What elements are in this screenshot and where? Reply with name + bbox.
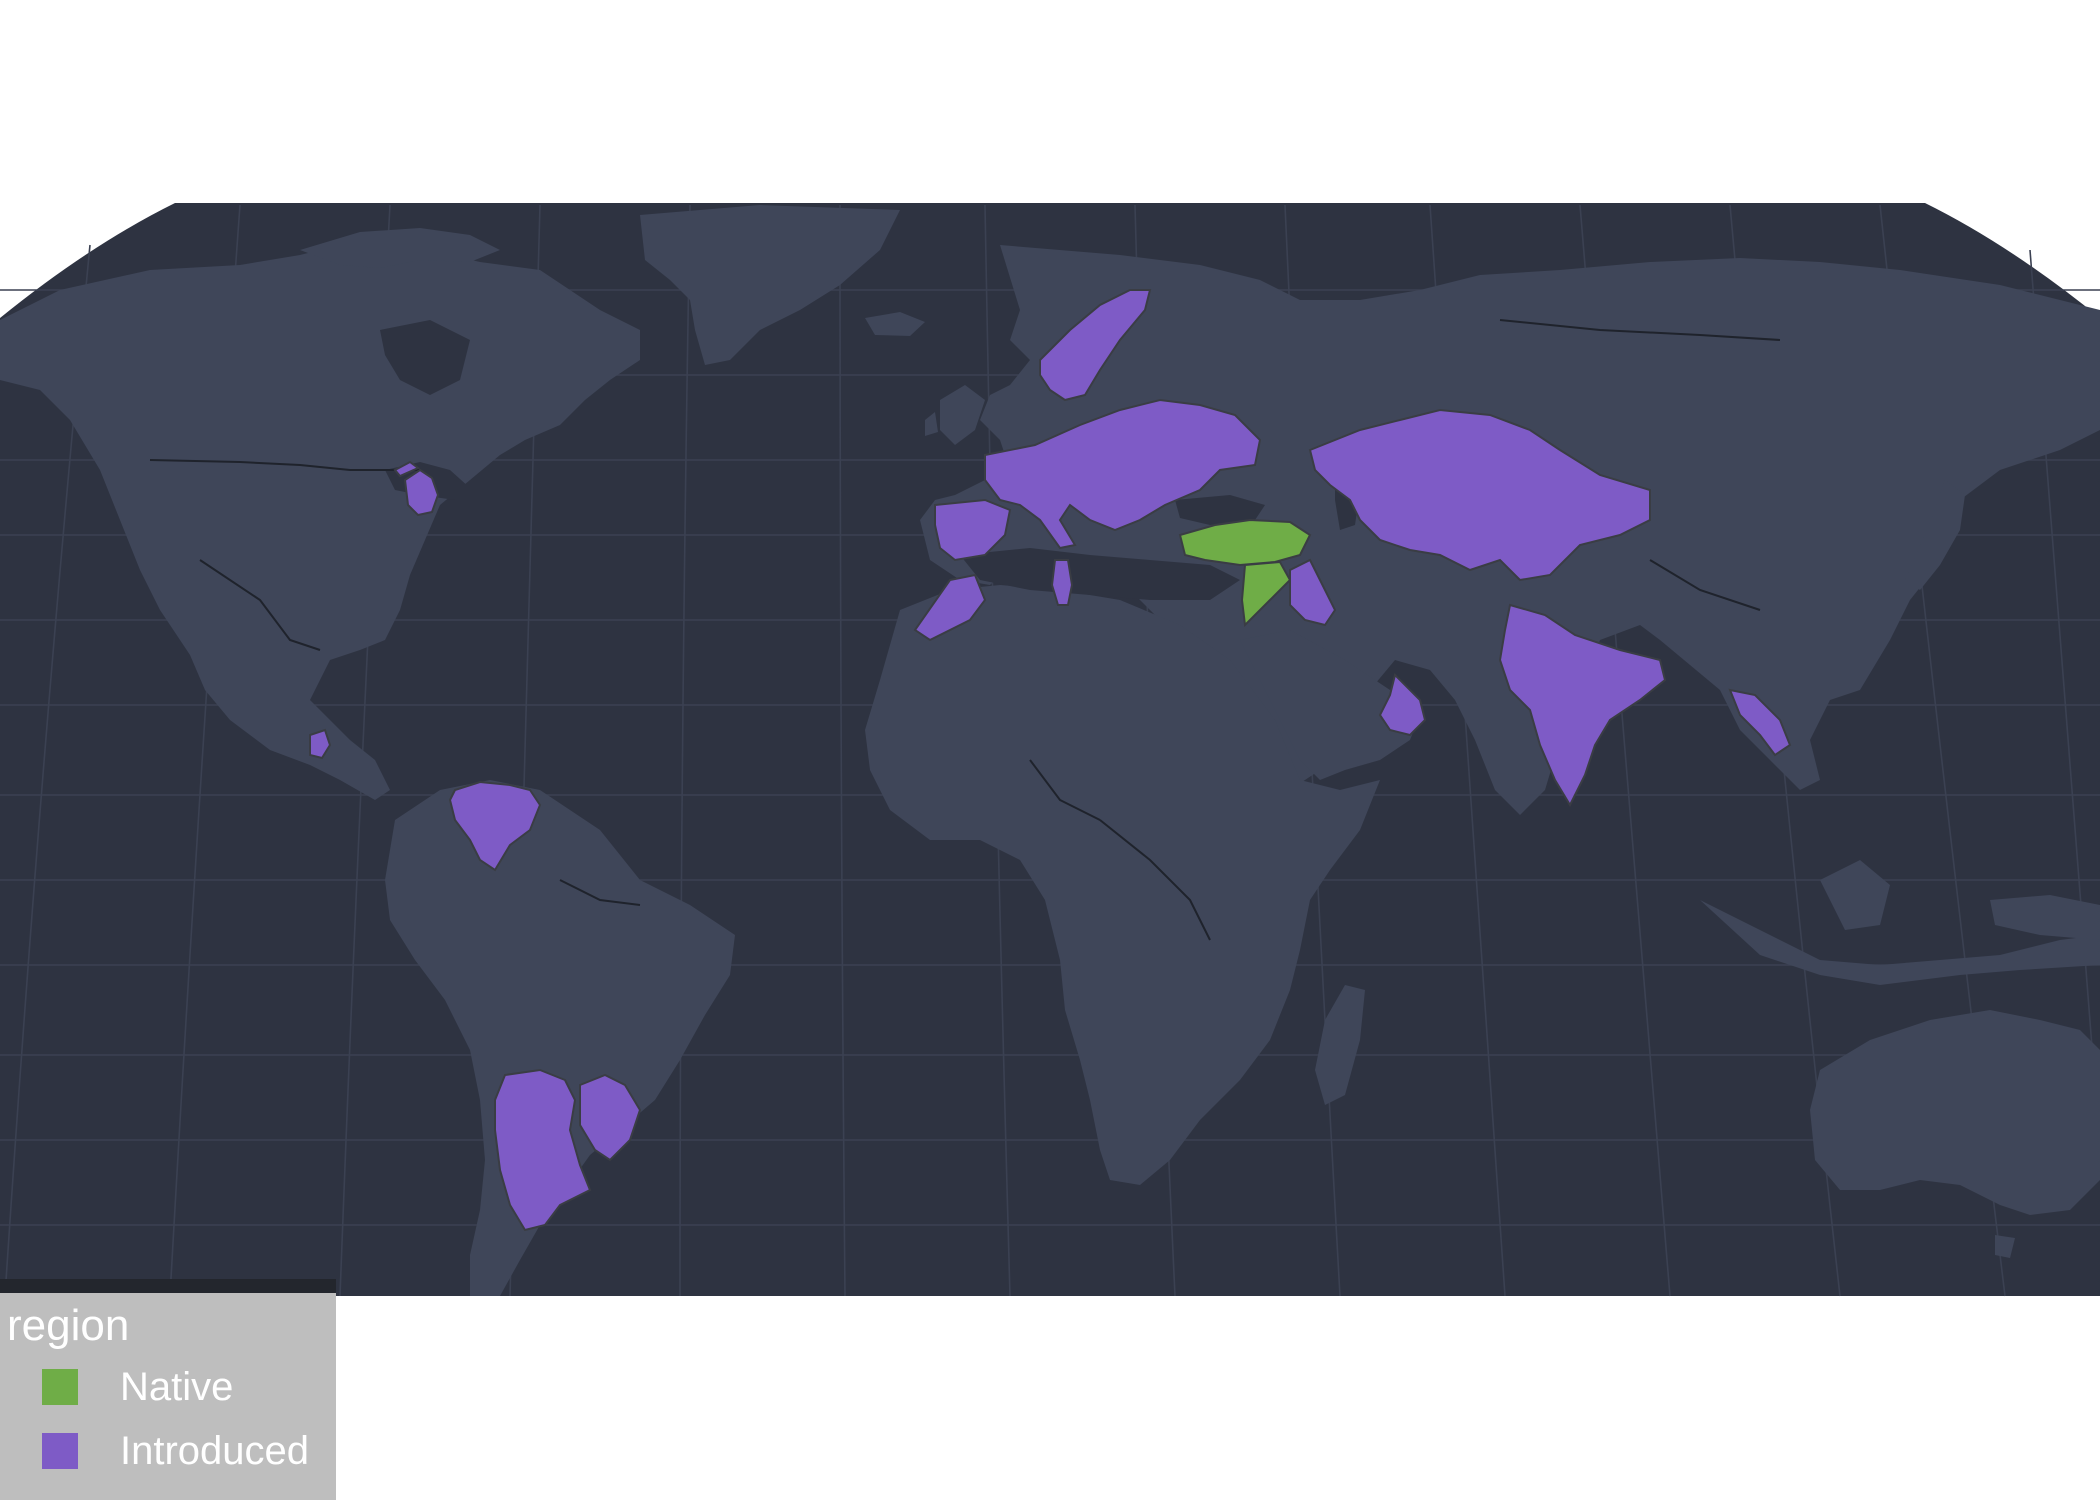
arabia (1240, 630, 1420, 780)
region-central-asia (1308, 408, 1651, 582)
iceland (865, 312, 925, 336)
greenland (640, 205, 900, 365)
legend-top-bar (0, 1279, 336, 1293)
native-regions (1178, 518, 1312, 628)
country-borders (149, 319, 1781, 941)
region-michigan (393, 460, 440, 517)
introduced-regions (309, 289, 1792, 1232)
region-europe-central (984, 398, 1262, 550)
legend-label-introduced: Introduced (120, 1429, 310, 1473)
legend-label-native: Native (120, 1365, 234, 1409)
hudson-bay (380, 320, 470, 395)
region-oman (1378, 673, 1427, 737)
region-morocco (913, 573, 987, 642)
region-iberia (934, 498, 1012, 562)
region-laos (1728, 688, 1792, 757)
region-iraq (1289, 558, 1337, 627)
australia (1810, 1010, 2100, 1215)
madagascar (1315, 985, 1365, 1105)
region-india (1498, 603, 1667, 808)
region-uruguay (579, 1073, 642, 1162)
legend: region Native Introduced (0, 1279, 336, 1500)
japan (1905, 480, 1965, 590)
tasmania (1995, 1235, 2015, 1258)
africa (865, 585, 1380, 1185)
legend-swatch-introduced (42, 1433, 78, 1469)
region-tunisia (1050, 559, 1074, 606)
legend-title: region (7, 1301, 130, 1350)
south-america (385, 780, 735, 1296)
north-america (0, 240, 640, 800)
region-argentina (494, 1068, 592, 1232)
region-turkey (1178, 518, 1312, 567)
mediterranean (960, 548, 1240, 600)
region-guatemala (309, 728, 332, 760)
region-scandinavia (1039, 289, 1152, 402)
region-syria (1240, 560, 1292, 628)
legend-swatch-native (42, 1369, 78, 1405)
borneo-new-guinea (1820, 860, 2100, 940)
uk-ireland (925, 385, 985, 445)
arctic-islands (300, 228, 500, 268)
region-venezuela (448, 780, 542, 872)
black-sea (1175, 495, 1265, 525)
indonesia (1700, 900, 2100, 985)
